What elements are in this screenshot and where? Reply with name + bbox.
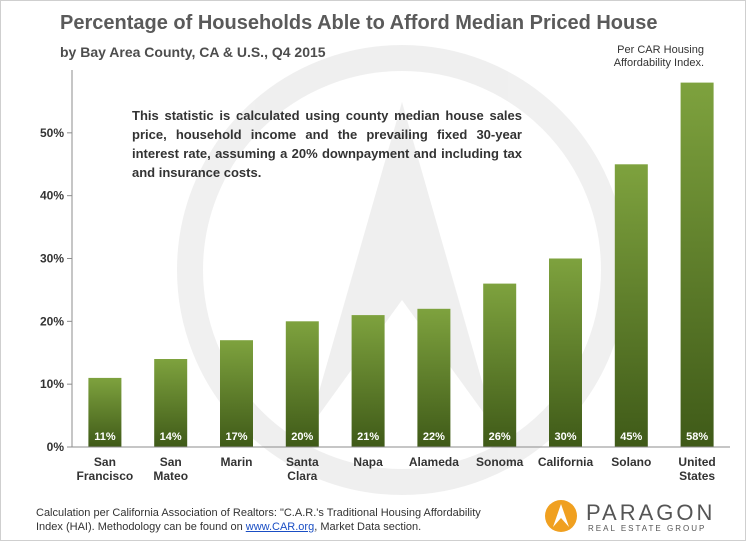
x-tick-label: Alameda	[409, 455, 459, 469]
bar-value-label: 11%	[94, 431, 116, 443]
y-tick-label: 30%	[40, 252, 64, 266]
x-tick-label: Santa Clara	[286, 455, 319, 483]
paragon-logo-icon	[545, 500, 577, 532]
footer-citation: Calculation per California Association o…	[36, 506, 506, 534]
bar-value-label: 17%	[225, 431, 247, 443]
bar-value-label: 14%	[160, 431, 182, 443]
bar	[549, 258, 582, 447]
index-source-note: Per CAR Housing Affordability Index.	[613, 44, 704, 69]
x-tick-label: Sonoma	[476, 455, 524, 469]
bar	[680, 82, 714, 447]
x-tick-label: United States	[678, 455, 715, 483]
chart-subtitle: by Bay Area County, CA & U.S., Q4 2015	[60, 44, 326, 60]
x-tick-label: San Francisco	[77, 455, 134, 483]
bar	[154, 359, 188, 447]
y-tick-label: 10%	[40, 377, 64, 391]
bar	[483, 283, 517, 447]
bar-value-label: 26%	[489, 431, 511, 443]
x-tick-label: San Mateo	[153, 455, 188, 483]
methodology-note: This statistic is calculated using count…	[132, 108, 522, 180]
bar	[351, 315, 385, 447]
bar	[88, 377, 122, 447]
brand-name: PARAGON	[586, 500, 716, 525]
bar-value-label: 30%	[554, 431, 576, 443]
brand-tagline: REAL ESTATE GROUP	[588, 524, 707, 533]
bar-value-label: 45%	[620, 431, 642, 443]
bar	[614, 164, 648, 448]
y-tick-label: 0%	[47, 440, 65, 454]
bar-value-label: 22%	[423, 431, 445, 443]
x-tick-label: Marin	[220, 455, 252, 469]
bar	[220, 340, 253, 447]
chart-title: Percentage of Households Able to Afford …	[60, 12, 658, 34]
y-tick-label: 20%	[40, 314, 64, 328]
footer-text-end: , Market Data section.	[314, 521, 422, 533]
car-website-link[interactable]: www.CAR.org	[245, 521, 315, 533]
bar	[285, 321, 319, 447]
bar-value-label: 20%	[291, 431, 313, 443]
x-tick-label: California	[538, 455, 594, 469]
footer-text: Calculation per California Association o…	[36, 507, 481, 533]
y-tick-label: 50%	[40, 126, 64, 140]
bar	[417, 308, 451, 447]
x-tick-label: Napa	[353, 455, 383, 469]
y-tick-label: 40%	[40, 189, 64, 203]
paragon-brand: PARAGON REAL ESTATE GROUP	[544, 498, 734, 536]
bar-value-label: 21%	[357, 431, 379, 443]
bar-value-label: 58%	[686, 431, 708, 443]
x-tick-label: Solano	[611, 455, 651, 469]
